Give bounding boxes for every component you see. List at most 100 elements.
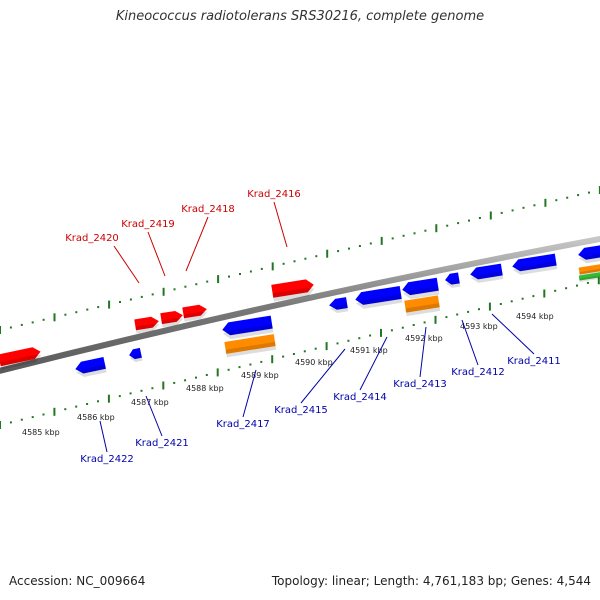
reverse-gene-arrow[interactable]	[128, 347, 143, 363]
forward-scale-minor-tick	[424, 229, 427, 232]
reverse-scale-minor-tick	[336, 342, 339, 345]
forward-scale-major-tick	[53, 313, 56, 322]
rna-gene-feature[interactable]	[578, 263, 600, 277]
reverse-scale-minor-tick	[260, 360, 263, 363]
reverse-scale-minor-tick	[532, 295, 535, 298]
forward-gene-arrow[interactable]	[0, 346, 43, 370]
forward-gene-arrow[interactable]	[160, 310, 184, 328]
reverse-gene-label[interactable]: Krad_2414	[333, 392, 387, 403]
forward-scale-minor-tick	[140, 295, 143, 298]
reverse-scale-minor-tick	[140, 389, 143, 392]
reverse-gene-label[interactable]: Krad_2417	[216, 419, 270, 430]
forward-gene-label[interactable]: Krad_2416	[247, 189, 301, 200]
reverse-gene-arrow[interactable]	[74, 357, 107, 378]
forward-scale-minor-tick	[9, 326, 12, 329]
forward-scale-minor-tick	[555, 199, 558, 202]
forward-scale-minor-tick	[20, 323, 23, 326]
reverse-scale-major-tick	[0, 421, 1, 429]
reverse-scale-major-tick	[380, 328, 382, 337]
reverse-gene-label[interactable]: Krad_2412	[451, 367, 505, 378]
forward-scale-minor-tick	[151, 293, 154, 296]
reverse-scale-major-tick	[216, 368, 219, 377]
reverse-strand-scale	[0, 276, 600, 429]
forward-gene-label[interactable]: Krad_2420	[65, 233, 119, 244]
rna-gene-feature[interactable]	[224, 334, 277, 358]
forward-scale-minor-tick	[86, 308, 89, 311]
forward-scale-minor-tick	[129, 298, 132, 301]
forward-scale-minor-tick	[195, 283, 198, 286]
reverse-gene-arrow[interactable]	[401, 277, 440, 300]
forward-scale-major-tick	[435, 224, 438, 233]
forward-scale-minor-tick	[391, 237, 394, 240]
reverse-scale-minor-tick	[554, 289, 557, 292]
scale-label: 4586 kbp	[77, 413, 115, 422]
scale-label: 4594 kbp	[516, 312, 554, 321]
forward-scale-minor-tick	[206, 280, 209, 283]
gene-leader-line	[273, 201, 288, 248]
forward-scale-minor-tick	[184, 285, 187, 288]
reverse-gene-label[interactable]: Krad_2421	[135, 438, 189, 449]
genome-summary: Topology: linear; Length: 4,761,183 bp; …	[271, 574, 591, 588]
reverse-scale-minor-tick	[249, 363, 252, 366]
reverse-scale-minor-tick	[75, 405, 78, 408]
reverse-scale-minor-tick	[576, 284, 578, 287]
reverse-gene-label[interactable]: Krad_2415	[274, 405, 328, 416]
reverse-gene-arrow[interactable]	[328, 297, 349, 314]
reverse-gene-arrow[interactable]	[354, 285, 403, 310]
reverse-scale-major-tick	[325, 342, 328, 351]
reverse-scale-minor-tick	[129, 392, 132, 395]
forward-gene-label[interactable]: Krad_2419	[121, 219, 175, 230]
forward-scale-minor-tick	[97, 306, 100, 309]
accession-label: Accession: NC_009664	[9, 574, 146, 588]
reverse-gene-arrow[interactable]	[444, 272, 461, 288]
reverse-scale-minor-tick	[401, 326, 404, 329]
forward-scale-minor-tick	[511, 209, 514, 212]
reverse-gene-arrow[interactable]	[469, 263, 504, 284]
gene-leader-line	[99, 420, 108, 453]
reverse-scale-major-tick	[162, 381, 165, 390]
forward-scale-major-tick	[380, 236, 383, 245]
other-feature[interactable]	[578, 271, 600, 282]
gene-leader-line	[491, 313, 535, 355]
gene-leader-line	[300, 348, 346, 404]
forward-scale-major-tick	[326, 249, 329, 258]
reverse-gene-label[interactable]: Krad_2413	[393, 379, 447, 390]
forward-scale-minor-tick	[315, 255, 318, 258]
reverse-scale-minor-tick	[292, 353, 295, 355]
reverse-scale-minor-tick	[173, 381, 176, 384]
forward-gene-arrow[interactable]	[271, 278, 315, 302]
forward-gene-label[interactable]: Krad_2418	[181, 204, 235, 215]
reverse-scale-major-tick	[488, 302, 491, 311]
forward-scale-major-tick	[544, 198, 547, 207]
reverse-gene-arrow[interactable]	[511, 253, 558, 276]
forward-scale-major-tick	[489, 211, 492, 220]
reverse-scale-minor-tick	[184, 379, 187, 382]
reverse-scale-major-tick	[434, 315, 437, 324]
forward-scale-minor-tick	[500, 211, 503, 214]
scale-label: 4588 kbp	[186, 384, 224, 393]
reverse-scale-minor-tick	[31, 416, 34, 419]
reverse-scale-minor-tick	[390, 329, 393, 332]
reverse-scale-minor-tick	[499, 303, 502, 305]
forward-scale-major-tick	[162, 287, 165, 296]
forward-scale-minor-tick	[478, 217, 481, 219]
forward-scale-minor-tick	[293, 260, 296, 263]
reverse-scale-minor-tick	[86, 403, 89, 405]
reverse-gene-label[interactable]: Krad_2411	[507, 356, 561, 367]
reverse-scale-minor-tick	[565, 287, 568, 290]
reverse-gene-arrow[interactable]	[221, 315, 274, 341]
genome-backbone	[0, 235, 600, 374]
reverse-gene-arrow[interactable]	[577, 245, 600, 264]
gene-leader-line	[145, 395, 163, 437]
forward-gene-arrow[interactable]	[134, 316, 160, 334]
gene-leader-line	[185, 216, 209, 272]
reverse-scale-minor-tick	[347, 339, 350, 342]
rna-gene-feature[interactable]	[404, 295, 441, 317]
forward-scale-minor-tick	[260, 267, 263, 270]
forward-gene-arrow[interactable]	[182, 304, 208, 322]
forward-scale-minor-tick	[249, 270, 252, 273]
forward-scale-minor-tick	[282, 262, 285, 265]
reverse-gene-label[interactable]: Krad_2422	[80, 454, 134, 465]
forward-scale-minor-tick	[348, 247, 350, 250]
